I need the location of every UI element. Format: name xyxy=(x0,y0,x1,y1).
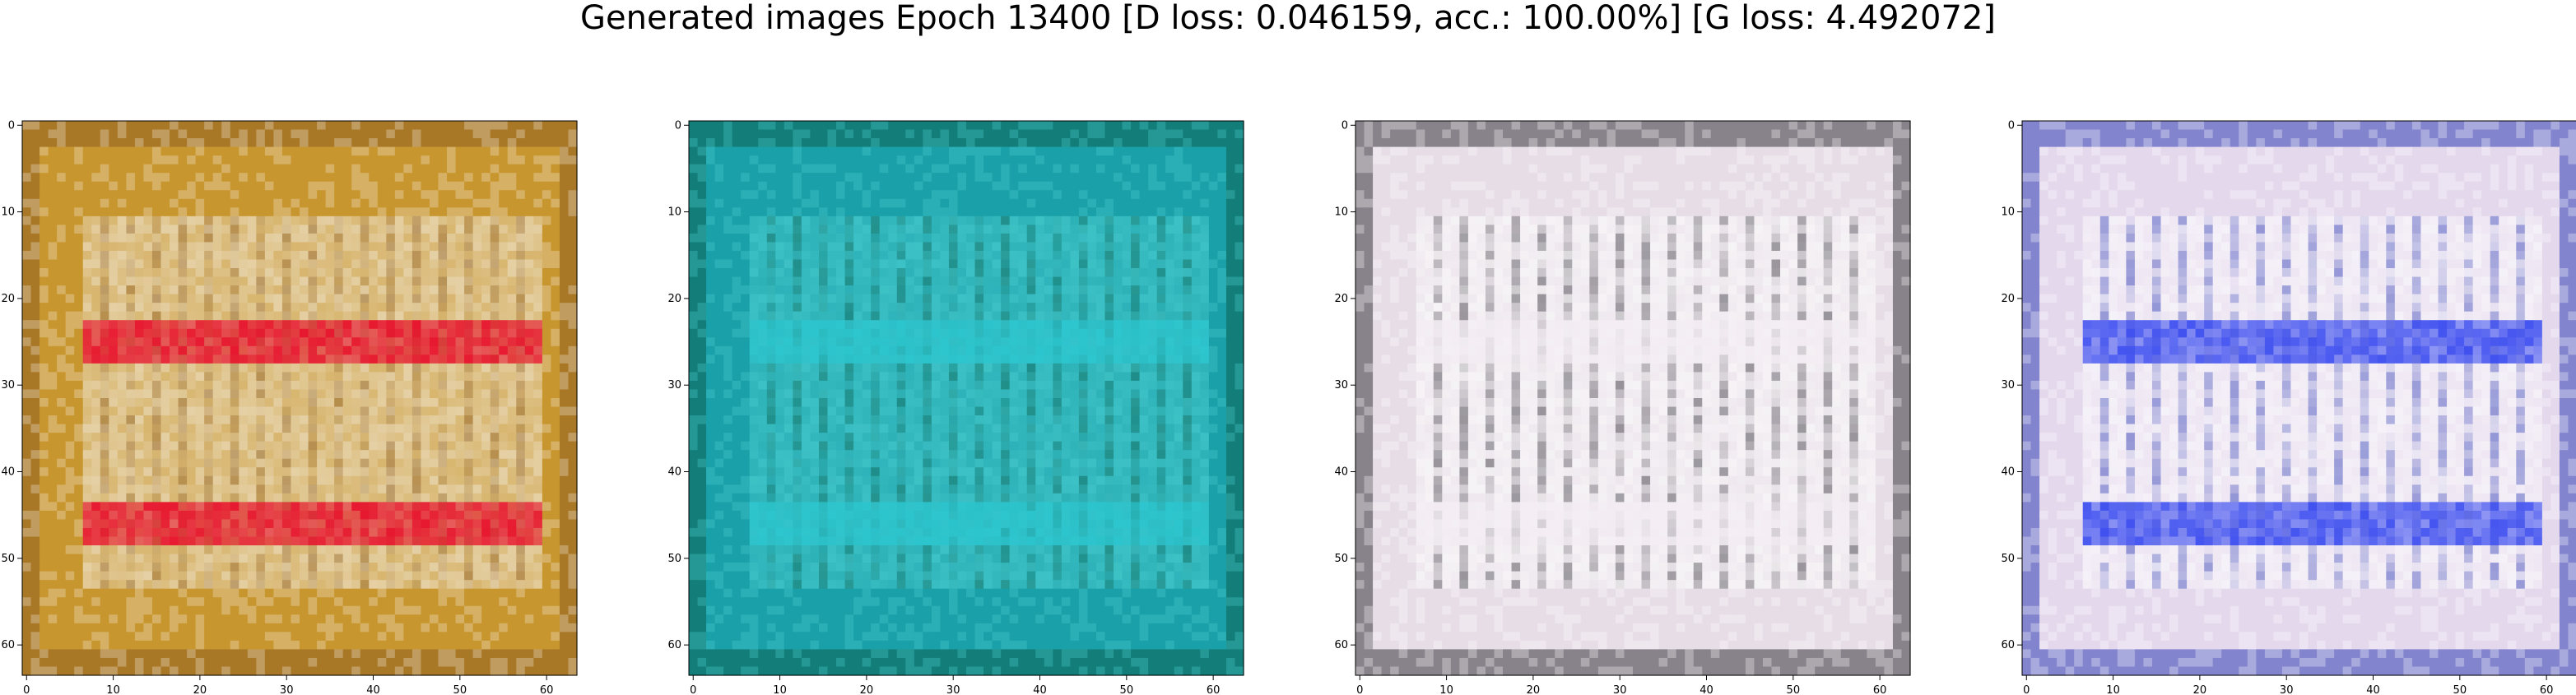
x-tick-label: 50 xyxy=(1787,684,1801,695)
y-tick-label: 0 xyxy=(675,119,681,132)
panel-image xyxy=(688,120,1244,676)
y-tick-label: 20 xyxy=(2001,293,2015,305)
figure-title: Generated images Epoch 13400 [D loss: 0.… xyxy=(579,0,1997,37)
x-tick-label: 30 xyxy=(2280,684,2294,695)
x-tick-label: 20 xyxy=(193,684,207,695)
y-tick-label: 40 xyxy=(1,466,15,479)
y-tick-label: 60 xyxy=(667,639,681,651)
y-tick-label: 40 xyxy=(667,466,681,479)
x-tick-label: 50 xyxy=(453,684,467,695)
y-tick-label: 30 xyxy=(667,379,681,392)
y-axis: 0 10 20 30 40 50 60 xyxy=(667,119,689,651)
x-tick-label: 50 xyxy=(2453,684,2467,695)
y-tick-label: 40 xyxy=(2001,466,2015,479)
x-tick-label: 40 xyxy=(1033,684,1047,695)
y-tick-label: 0 xyxy=(2008,119,2015,132)
x-tick-label: 50 xyxy=(1120,684,1134,695)
y-tick-label: 60 xyxy=(2001,639,2015,651)
x-axis: 0 10 20 30 40 50 60 xyxy=(23,675,553,695)
x-tick-label: 60 xyxy=(2540,684,2554,695)
y-tick-label: 30 xyxy=(1334,379,1348,392)
x-tick-label: 10 xyxy=(106,684,120,695)
y-tick-label: 0 xyxy=(1341,119,1348,132)
x-tick-label: 0 xyxy=(2023,684,2030,695)
y-tick-label: 50 xyxy=(1334,553,1348,565)
x-tick-label: 40 xyxy=(1700,684,1713,695)
x-tick-label: 10 xyxy=(1439,684,1453,695)
x-tick-label: 60 xyxy=(540,684,554,695)
y-tick-label: 60 xyxy=(1,639,15,651)
x-tick-label: 20 xyxy=(860,684,874,695)
x-tick-label: 0 xyxy=(690,684,696,695)
image-panel-3: 0 10 20 30 40 50 60 0 10 20 30 40 50 60 xyxy=(1334,119,1911,695)
y-tick-label: 20 xyxy=(1,293,15,305)
y-axis: 0 10 20 30 40 50 60 xyxy=(2001,119,2022,651)
y-tick-label: 30 xyxy=(1,379,15,392)
y-tick-label: 20 xyxy=(667,293,681,305)
x-tick-label: 60 xyxy=(1873,684,1887,695)
x-tick-label: 0 xyxy=(1356,684,1363,695)
x-tick-label: 30 xyxy=(280,684,294,695)
y-tick-label: 10 xyxy=(1,206,15,219)
panel-image xyxy=(2021,120,2576,676)
x-tick-label: 0 xyxy=(23,684,30,695)
image-panel-4: 0 10 20 30 40 50 60 0 10 20 30 40 50 60 xyxy=(2001,119,2576,695)
panel-image xyxy=(21,120,578,676)
panel-image xyxy=(1355,120,1911,676)
x-axis: 0 10 20 30 40 50 60 xyxy=(2023,675,2553,695)
y-tick-label: 10 xyxy=(2001,206,2015,219)
y-tick-label: 10 xyxy=(1334,206,1348,219)
y-tick-label: 0 xyxy=(8,119,15,132)
x-tick-label: 30 xyxy=(1613,684,1627,695)
x-tick-label: 10 xyxy=(2106,684,2120,695)
x-tick-label: 20 xyxy=(1527,684,1541,695)
y-tick-label: 20 xyxy=(1334,293,1348,305)
y-tick-label: 50 xyxy=(667,553,681,565)
x-tick-label: 40 xyxy=(2366,684,2380,695)
y-axis: 0 10 20 30 40 50 60 xyxy=(1,119,22,651)
y-tick-label: 50 xyxy=(2001,553,2015,565)
x-axis: 0 10 20 30 40 50 60 xyxy=(1356,675,1886,695)
x-axis: 0 10 20 30 40 50 60 xyxy=(690,675,1220,695)
image-panel-2: 0 10 20 30 40 50 60 0 10 20 30 40 50 60 xyxy=(667,119,1244,695)
x-tick-label: 30 xyxy=(946,684,960,695)
y-tick-label: 50 xyxy=(1,553,15,565)
x-tick-label: 10 xyxy=(773,684,787,695)
image-panel-1: 0 10 20 30 40 50 60 0 10 20 30 40 50 60 xyxy=(1,119,578,695)
y-axis: 0 10 20 30 40 50 60 xyxy=(1334,119,1355,651)
x-tick-label: 60 xyxy=(1207,684,1221,695)
y-tick-label: 10 xyxy=(667,206,681,219)
x-tick-label: 20 xyxy=(2193,684,2207,695)
y-tick-label: 30 xyxy=(2001,379,2015,392)
x-tick-label: 40 xyxy=(366,684,380,695)
y-tick-label: 40 xyxy=(1334,466,1348,479)
y-tick-label: 60 xyxy=(1334,639,1348,651)
